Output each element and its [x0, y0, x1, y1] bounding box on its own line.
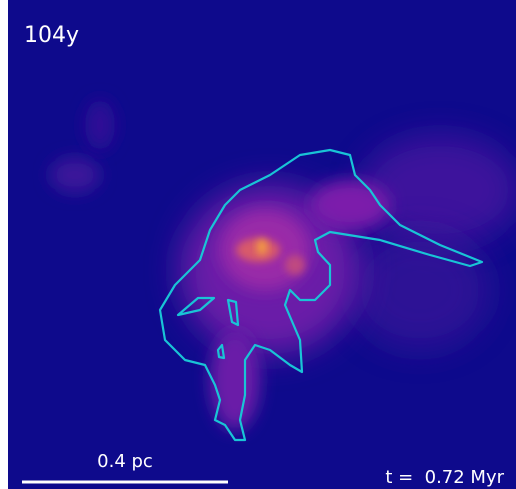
panel-label: 104y — [24, 23, 79, 48]
contour — [158, 148, 484, 442]
time-label: t = 0.72 Myr — [385, 467, 504, 488]
scale-bar-label: 0.4 pc — [97, 451, 153, 472]
gas-density — [50, 100, 516, 430]
